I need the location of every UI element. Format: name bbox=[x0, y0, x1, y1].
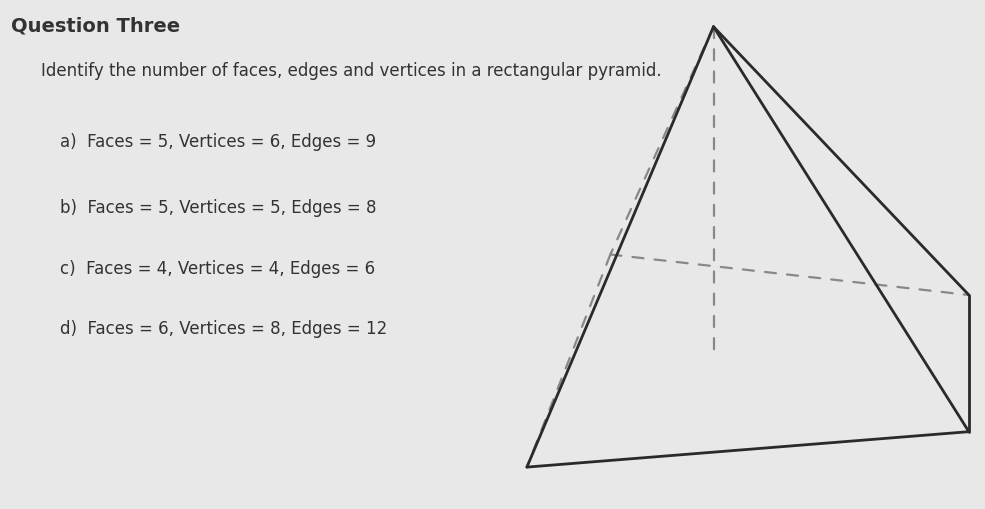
Text: Identify the number of faces, edges and vertices in a rectangular pyramid.: Identify the number of faces, edges and … bbox=[40, 62, 661, 80]
Text: d)  Faces = 6, Vertices = 8, Edges = 12: d) Faces = 6, Vertices = 8, Edges = 12 bbox=[60, 320, 387, 338]
Text: c)  Faces = 4, Vertices = 4, Edges = 6: c) Faces = 4, Vertices = 4, Edges = 6 bbox=[60, 260, 375, 277]
Text: b)  Faces = 5, Vertices = 5, Edges = 8: b) Faces = 5, Vertices = 5, Edges = 8 bbox=[60, 199, 377, 217]
Text: Question Three: Question Three bbox=[11, 17, 180, 36]
Text: a)  Faces = 5, Vertices = 6, Edges = 9: a) Faces = 5, Vertices = 6, Edges = 9 bbox=[60, 133, 376, 151]
